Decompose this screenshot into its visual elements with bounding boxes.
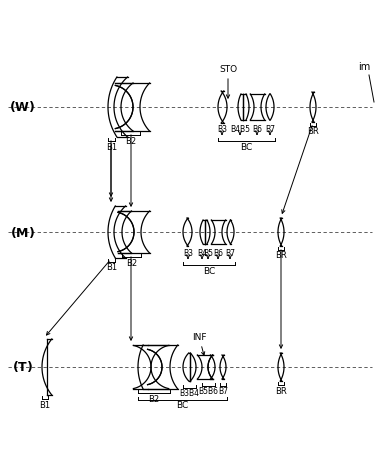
Text: B7: B7 — [218, 388, 228, 396]
Text: BR: BR — [275, 251, 287, 261]
Text: B6: B6 — [252, 125, 262, 134]
Text: $\mathbf{(M)}$: $\mathbf{(M)}$ — [10, 225, 35, 239]
Text: INF: INF — [192, 333, 206, 342]
Text: B5: B5 — [203, 249, 213, 258]
Text: im: im — [358, 62, 370, 72]
Text: STO: STO — [219, 65, 237, 74]
Text: B4B5: B4B5 — [230, 125, 250, 134]
Text: B3B4: B3B4 — [179, 389, 200, 399]
Text: BC: BC — [176, 401, 188, 411]
Text: BC: BC — [203, 267, 215, 275]
Text: B5B6: B5B6 — [198, 388, 218, 396]
Text: B3: B3 — [183, 249, 193, 258]
Text: $\mathbf{(W)}$: $\mathbf{(W)}$ — [9, 99, 35, 115]
Text: BR: BR — [275, 387, 287, 395]
Text: BR: BR — [307, 128, 319, 136]
Text: B2: B2 — [125, 136, 136, 146]
Text: B3: B3 — [217, 125, 227, 134]
Text: B6: B6 — [213, 249, 223, 258]
Text: B1: B1 — [106, 142, 117, 152]
Text: $\mathbf{(T)}$: $\mathbf{(T)}$ — [11, 359, 33, 375]
Text: B2: B2 — [126, 259, 137, 267]
Text: B7: B7 — [225, 249, 235, 258]
Text: B1: B1 — [106, 263, 117, 273]
Text: B4: B4 — [197, 249, 207, 258]
Text: B1: B1 — [40, 401, 51, 409]
Text: B7: B7 — [265, 125, 275, 134]
Text: B2: B2 — [149, 395, 160, 403]
Text: BC: BC — [241, 142, 253, 152]
